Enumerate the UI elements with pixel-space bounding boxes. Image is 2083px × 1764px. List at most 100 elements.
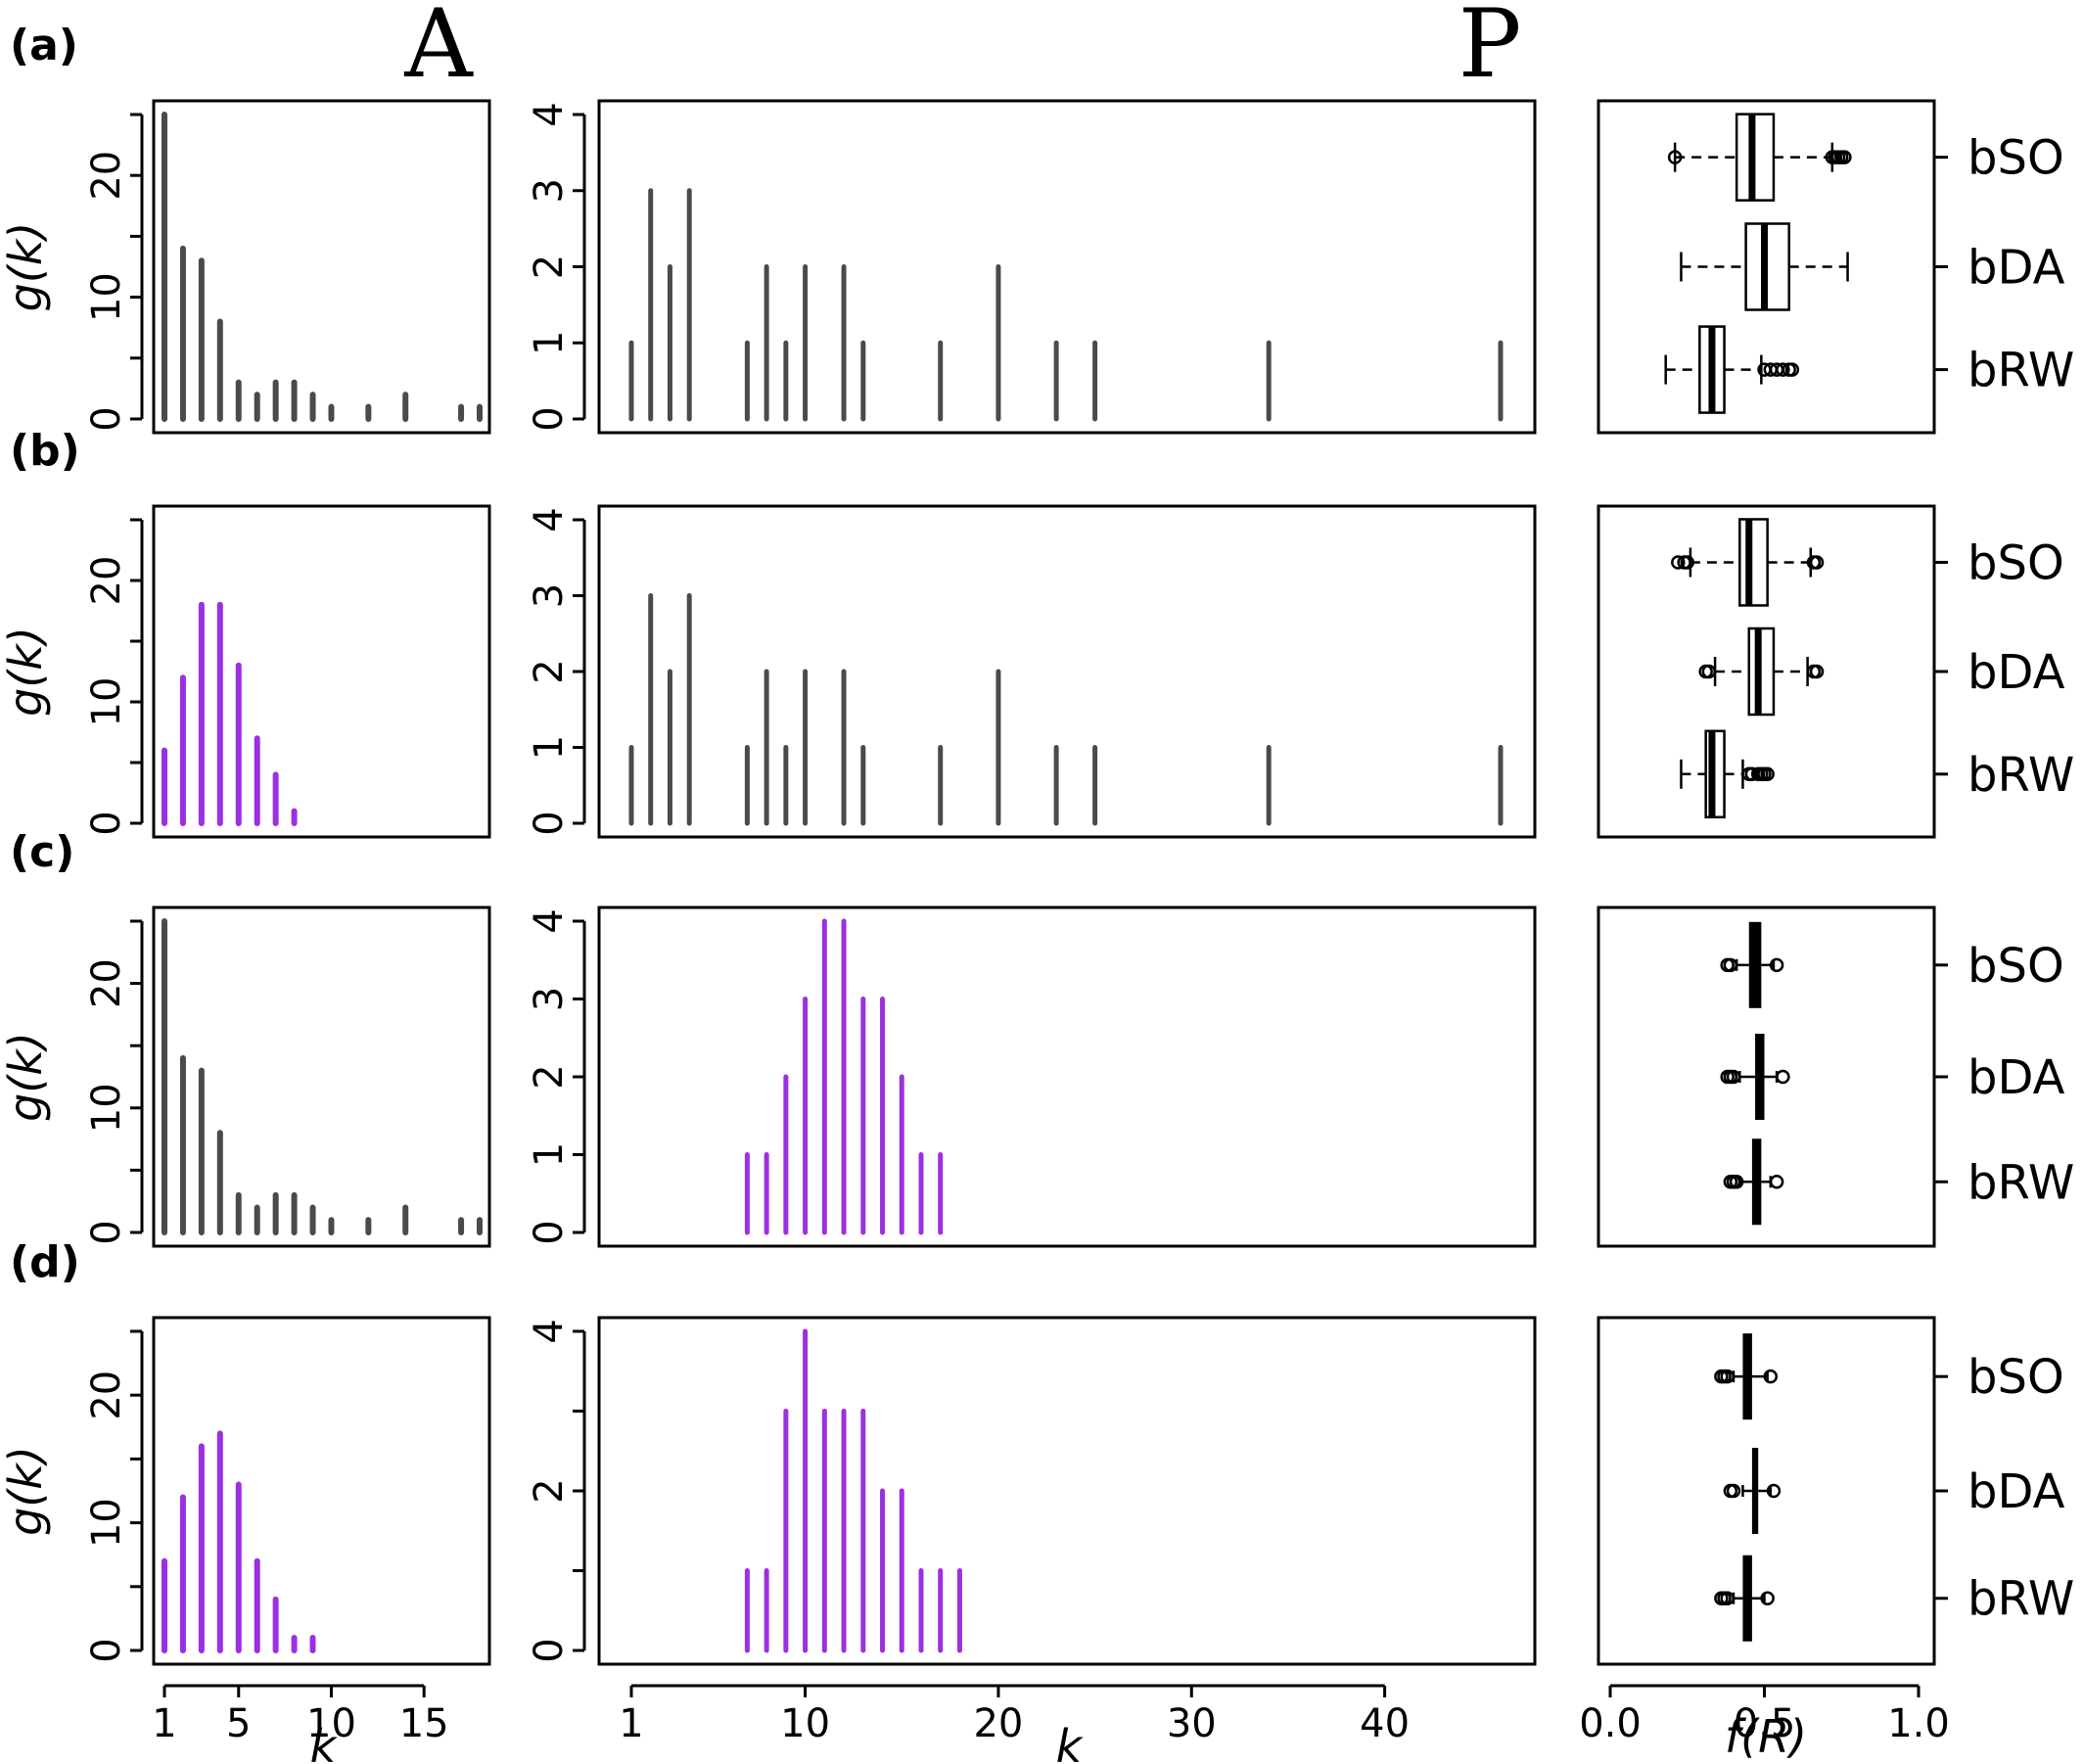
x-axis-title-a: k [310, 1720, 339, 1764]
y-tick-label-a: 10 [84, 272, 129, 322]
x-tick-label-a: 10 [306, 1701, 356, 1746]
box [1742, 1333, 1752, 1420]
y-tick-label-p: 2 [527, 659, 572, 683]
outlier-point [1776, 362, 1790, 377]
box-plot: bRW [1714, 1555, 2074, 1642]
heading-a: A [403, 0, 474, 99]
box-plot: bRW [1664, 325, 2074, 414]
box [1751, 1138, 1762, 1226]
panel-a-frame [152, 1316, 491, 1666]
outlier-point [1720, 1369, 1735, 1384]
y-axis-title: g(k) [0, 222, 52, 312]
panel-p-frame [597, 504, 1537, 839]
heading-p: P [1458, 0, 1522, 99]
outlier-point [1763, 1369, 1779, 1384]
group-label: bDA [1967, 1464, 2065, 1519]
y-tick-label-a: 10 [84, 677, 129, 727]
y-tick-label-a: 20 [84, 958, 129, 1008]
x-tick-label-f: 1.0 [1887, 1701, 1950, 1746]
x-tick-label-p: 1 [619, 1701, 643, 1746]
box-plot: bSO [1714, 1333, 2064, 1420]
panel-label: (c) [10, 827, 74, 877]
box-plot: bDA [1680, 222, 2065, 311]
panel-row: (b) 0 10 20 g(k) 0 1 2 3 4 bSO bDA bRW [0, 426, 2074, 839]
group-label: bSO [1967, 535, 2064, 590]
outlier-point [1766, 1483, 1782, 1499]
x-tick-label-p: 20 [973, 1701, 1023, 1746]
outlier-point [1837, 150, 1852, 164]
box-plot: bSO [1671, 518, 2064, 607]
y-axis-title: g(k) [0, 1446, 52, 1536]
outlier-point [1769, 1175, 1784, 1189]
y-axis-title: g(k) [0, 1032, 52, 1122]
group-label: bDA [1967, 241, 2065, 296]
x-tick-label-a: 15 [399, 1701, 449, 1746]
y-tick-label-p: 4 [527, 908, 572, 933]
y-tick-label-a: 0 [84, 811, 129, 835]
x-tick-label-a: 5 [226, 1701, 251, 1746]
y-tick-label-p: 2 [527, 255, 572, 279]
y-tick-label-p: 2 [527, 1064, 572, 1089]
y-tick-label-p: 3 [527, 583, 572, 608]
y-tick-label-a: 10 [84, 1083, 129, 1133]
y-tick-label-p: 2 [527, 1478, 572, 1503]
y-tick-label-p: 4 [527, 1319, 572, 1343]
box-plot: bDA [1720, 1034, 2065, 1120]
group-label: bRW [1967, 1572, 2074, 1627]
y-tick-label-p: 0 [527, 811, 572, 835]
y-tick-label-a: 0 [84, 406, 129, 431]
panel-a-frame [152, 504, 491, 839]
box-plot: bSO [1720, 921, 2064, 1008]
y-tick-label-a: 20 [84, 556, 129, 606]
outlier-point [1720, 1591, 1735, 1605]
box-plot: bDA [1698, 627, 2065, 717]
group-label: bRW [1967, 748, 2074, 803]
outlier-point [1726, 1483, 1741, 1499]
outlier-point [1760, 766, 1775, 782]
x-axis-title-f: f(R) [1725, 1710, 1807, 1763]
panel-label: (a) [10, 21, 78, 70]
box [1755, 1034, 1765, 1120]
box-plot: bDA [1723, 1448, 2065, 1534]
outlier-point [1671, 555, 1686, 570]
group-label: bDA [1967, 1050, 2065, 1105]
x-axis-title-p: k [1056, 1720, 1085, 1764]
outlier-point [1776, 1069, 1790, 1085]
group-label: bSO [1967, 939, 2064, 994]
box [1738, 518, 1769, 607]
box [1742, 1555, 1752, 1642]
x-tick-label-p: 10 [780, 1701, 830, 1746]
y-tick-label-p: 4 [527, 102, 572, 126]
box-plot: bRW [1723, 1138, 2074, 1226]
y-tick-label-p: 1 [527, 735, 572, 760]
panel-row: (d) 0 10 20 g(k) 0 2 4 bSO bDA bRW [0, 1237, 2074, 1666]
y-tick-label-a: 20 [84, 151, 129, 201]
x-tick-label-f: 0.5 [1734, 1701, 1796, 1746]
y-tick-label-p: 0 [527, 1638, 572, 1662]
outlier-point [1809, 664, 1825, 679]
x-tick-label-p: 30 [1167, 1701, 1217, 1746]
panel-a-frame [152, 905, 491, 1248]
panel-p-frame [597, 99, 1537, 435]
group-label: bDA [1967, 645, 2065, 700]
outlier-point [1701, 664, 1717, 679]
y-tick-label-p: 1 [527, 1142, 572, 1167]
group-label: bSO [1967, 1350, 2064, 1405]
x-tick-label-p: 40 [1360, 1701, 1410, 1746]
outlier-point [1726, 1069, 1741, 1085]
group-label: bRW [1967, 344, 2074, 398]
group-label: bSO [1967, 131, 2064, 186]
y-tick-label-p: 1 [527, 331, 572, 355]
y-tick-label-p: 3 [527, 178, 572, 203]
outlier-point [1667, 150, 1683, 164]
y-tick-label-p: 0 [527, 406, 572, 431]
x-tick-label-a: 1 [152, 1701, 176, 1746]
panel-row: (a) 0 10 20 g(k) 0 1 2 3 4 bSO bDA bRW [0, 21, 2074, 435]
box-plot: bRW [1680, 729, 2074, 819]
outlier-point [1723, 957, 1738, 973]
y-tick-label-a: 10 [84, 1498, 129, 1548]
outlier-point [1729, 1175, 1744, 1189]
panel-label: (b) [10, 426, 80, 476]
y-tick-label-a: 20 [84, 1370, 129, 1420]
